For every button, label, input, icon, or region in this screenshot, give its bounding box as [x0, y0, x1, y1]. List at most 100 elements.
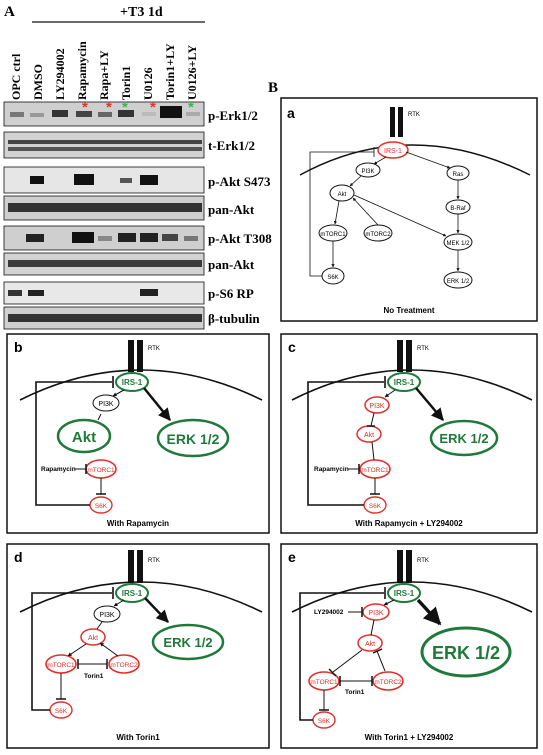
irs1-label: IRS-1 — [394, 589, 415, 598]
rtk-label: RTK — [417, 346, 429, 352]
pathway-arrows — [307, 376, 444, 506]
akt-node — [329, 184, 355, 202]
mtorc1-label: mTORC1 — [87, 467, 115, 474]
diagram-letter: d — [14, 549, 23, 565]
rtk-receptor — [397, 550, 403, 583]
rtk-label: RTK — [148, 558, 160, 564]
lane-label: Torin1 — [119, 66, 133, 100]
ras-label: Ras — [453, 172, 464, 178]
s6k-label: S6K — [95, 503, 108, 510]
diagram-caption: With Torin1 — [116, 733, 160, 742]
pi3k-node — [93, 605, 121, 623]
akt-node — [56, 418, 112, 454]
lane-label: Rapamycin — [75, 41, 89, 100]
lane-label: Rapa+LY — [97, 50, 111, 100]
pathway-arrows — [35, 376, 171, 506]
mtorc1-label: mTORC1 — [310, 679, 338, 686]
lane-label: LY294002 — [53, 48, 67, 100]
blot-label: β-tubulin — [208, 311, 260, 326]
rtk-receptor — [390, 107, 395, 137]
mtorc2-node — [108, 654, 140, 674]
erk-label: ERK 1/2 — [447, 279, 470, 285]
mtorc2-node — [372, 671, 404, 691]
erk-label: ERK 1/2 — [432, 643, 500, 663]
panel-b-letter: B — [268, 80, 278, 96]
akt-label: Akt — [365, 641, 375, 648]
irs1-label: IRS-1 — [122, 378, 143, 387]
cell-membrane — [299, 144, 531, 176]
rtk-receptor — [137, 340, 143, 372]
akt-label: Akt — [72, 429, 96, 446]
diagram-letter: e — [288, 549, 296, 565]
blot-strip-p-erk — [3, 101, 205, 127]
diagram-letter: b — [14, 339, 23, 355]
pi3k-node — [364, 396, 390, 414]
blot-label: p-Akt T308 — [208, 231, 272, 246]
green-star: * — [188, 99, 194, 116]
rtk-receptor — [397, 340, 403, 372]
red-star: * — [82, 99, 88, 116]
irs1-label: IRS-1 — [122, 589, 143, 598]
diagram-caption: With Rapamycin — [107, 519, 169, 528]
blot-strip-p-akt-t308 — [3, 225, 205, 251]
drug-label: Torin1 — [84, 673, 104, 680]
mtorc1-label: mTORC1 — [361, 467, 389, 474]
irs1-node — [377, 141, 409, 159]
akt-label: Akt — [88, 635, 98, 642]
diagram-caption: With Rapamycin + LY294002 — [355, 519, 463, 528]
diagram-a-no-treatment: a RTK IRS-1 PI3K Akt mTORC1 mTORC2 S6K R… — [280, 97, 538, 322]
lane-label: Torin1+LY — [163, 43, 177, 100]
lane-label: U0126 — [141, 67, 155, 100]
blot-label: p-S6 RP — [208, 286, 254, 301]
akt-label: Akt — [364, 432, 374, 439]
red-star: * — [150, 99, 156, 116]
drug-label: Rapamycin — [41, 466, 76, 473]
s6k-label: S6K — [55, 708, 68, 715]
rtk-receptor — [406, 340, 412, 372]
s6k-label: S6K — [318, 718, 331, 725]
blot-strip-p-s6rp — [3, 281, 205, 305]
s6k-label: S6K — [369, 503, 382, 510]
blot-label: t-Erk1/2 — [208, 138, 255, 153]
pi3k-label: PI3K — [369, 403, 385, 410]
drug-label: Rapamycin — [314, 466, 349, 473]
irs1-label: IRS-1 — [384, 148, 402, 155]
rtk-label: RTK — [148, 346, 160, 352]
red-star: * — [106, 99, 112, 116]
diagram-b-rapamycin: b RTK IRS-1 PI3K Akt ERK 1/2 mTORC1 S6K … — [6, 333, 270, 534]
blot-label: pan-Akt — [208, 202, 255, 217]
pathway-arrows — [309, 147, 460, 277]
lane-label: OPC ctrl — [9, 53, 23, 100]
drug-label: Torin1 — [345, 689, 365, 696]
erk-label: ERK 1/2 — [163, 635, 212, 650]
rtk-receptor — [406, 550, 412, 583]
diagram-letter: a — [287, 105, 295, 121]
pi3k-node — [355, 162, 381, 178]
erk-node — [156, 418, 230, 458]
treatment-header: +T3 1d — [120, 5, 163, 20]
akt-node — [357, 634, 383, 652]
s6k-label: S6K — [327, 275, 338, 281]
diagram-c-rapamycin-ly: c RTK IRS-1 PI3K Akt ERK 1/2 mTORC1 S6K … — [280, 333, 538, 534]
irs1-node — [115, 583, 149, 603]
pi3k-label: PI3K — [361, 169, 374, 175]
panel-a-letter: A — [4, 4, 15, 20]
irs1-label: IRS-1 — [394, 378, 415, 387]
drug2-label: LY294002 — [314, 609, 344, 616]
blot-label: p-Erk1/2 — [208, 108, 258, 123]
pi3k-label: PI3K — [98, 401, 114, 408]
diagram-d-torin1: d RTK IRS-1 PI3K Akt ERK 1/2 mTORC1 mTOR… — [6, 543, 270, 749]
mek-label: MEK 1/2 — [446, 241, 470, 247]
mtorc1-label: mTORC1 — [320, 232, 346, 238]
erk-node — [420, 626, 512, 678]
blot-strip-t-erk — [3, 131, 205, 159]
erk-node — [443, 271, 473, 289]
rtk-receptor — [128, 340, 134, 372]
blot-strip-beta-tubulin — [3, 306, 205, 330]
irs1-node — [387, 583, 421, 603]
mtorc1-label: mTORC1 — [47, 662, 75, 669]
blot-label: p-Akt S473 — [208, 174, 271, 189]
rtk-label: RTK — [408, 112, 420, 118]
erk-node — [429, 419, 499, 457]
